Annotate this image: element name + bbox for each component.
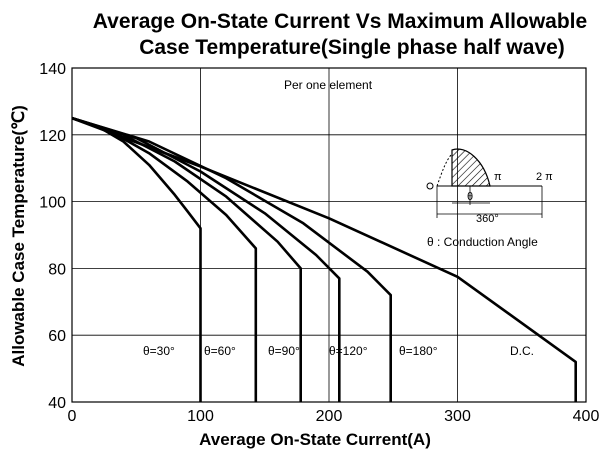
series-labels: θ=30° θ=60° θ=90° θ=120° θ=180° D.C. <box>143 344 534 358</box>
series-label-180: θ=180° <box>399 344 438 358</box>
plot-frame <box>71 67 587 403</box>
inset-hatched-lobe <box>451 148 491 187</box>
y-tick-label: 120 <box>39 128 66 145</box>
series-line-1 <box>71 116 258 402</box>
series-label-120: θ=120° <box>329 344 368 358</box>
inset-pi-label: π <box>494 171 502 183</box>
inset-dashed-wave <box>436 153 453 187</box>
series-label-60: θ=60° <box>204 344 236 358</box>
series-label-90: θ=90° <box>268 344 300 358</box>
x-axis-label: Average On-State Current(A) <box>199 430 431 449</box>
y-tick-label: 80 <box>48 261 66 278</box>
series-label-30: θ=30° <box>143 344 175 358</box>
inset-two-pi-label: 2 π <box>536 171 553 183</box>
series-label-dc: D.C. <box>510 344 534 358</box>
x-tick-label: 100 <box>187 408 214 425</box>
chart-title-line2: Case Temperature(Single phase half wave) <box>139 36 565 59</box>
x-tick-label: 0 <box>68 408 77 425</box>
x-axis-ticks: 0 100 200 300 400 <box>68 408 600 425</box>
chart-title-line1: Average On-State Current Vs Maximum Allo… <box>93 10 587 33</box>
series-line-4 <box>71 116 393 402</box>
y-tick-label: 140 <box>39 61 66 78</box>
y-axis-label: Allowable Case Temperature(℃) <box>9 105 28 367</box>
inset-legend-text: θ : Conduction Angle <box>427 235 538 249</box>
x-tick-label: 300 <box>444 408 471 425</box>
y-tick-label: 60 <box>48 328 66 345</box>
series-line-3 <box>71 116 341 402</box>
inset-360-label: 360° <box>476 213 499 225</box>
series-group <box>71 116 578 402</box>
x-tick-label: 200 <box>316 408 343 425</box>
inset-origin-marker <box>426 182 434 190</box>
y-tick-label: 100 <box>39 195 66 212</box>
per-element-annotation: Per one element <box>284 78 373 92</box>
conduction-angle-inset: π 2 π θ 360° θ : Conduction Angle <box>426 148 553 249</box>
series-line-5 <box>71 116 578 402</box>
y-tick-label: 40 <box>48 395 66 412</box>
x-tick-label: 400 <box>573 408 600 425</box>
inset-theta-label: θ <box>467 191 473 203</box>
y-axis-ticks: 40 60 80 100 120 140 <box>39 61 66 412</box>
